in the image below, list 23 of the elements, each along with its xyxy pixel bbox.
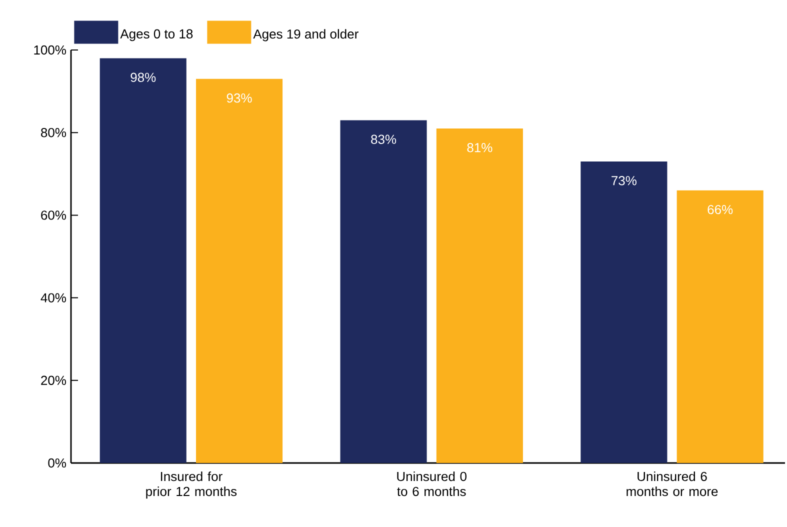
legend-label: Ages 19 and older [253, 29, 358, 42]
bar [340, 120, 427, 463]
bar [580, 162, 668, 463]
bar [100, 58, 186, 463]
y-tick-label: 20% [41, 376, 66, 385]
y-tick-label: 80% [41, 128, 66, 138]
legend-label: Ages 0 to 18 [120, 29, 193, 42]
data-label: 93% [226, 93, 252, 103]
x-tick-label: Uninsured 0 to 6 months [397, 472, 466, 496]
x-tick-label: Insured for prior 12 months [146, 472, 237, 499]
bar [196, 78, 283, 463]
data-label: 81% [467, 142, 492, 152]
y-tick-label: 100% [34, 45, 66, 55]
bar [676, 190, 764, 463]
data-label: 73% [612, 176, 636, 186]
y-tick-label: 40% [40, 293, 66, 302]
bar [436, 128, 523, 463]
data-label: 98% [130, 72, 156, 82]
data-label: 83% [371, 134, 396, 144]
y-tick-label: 0% [48, 458, 66, 468]
data-label: 66% [708, 204, 733, 214]
x-tick-label: Uninsured 6 months or more [626, 472, 718, 496]
y-tick-label: 60% [41, 210, 66, 220]
